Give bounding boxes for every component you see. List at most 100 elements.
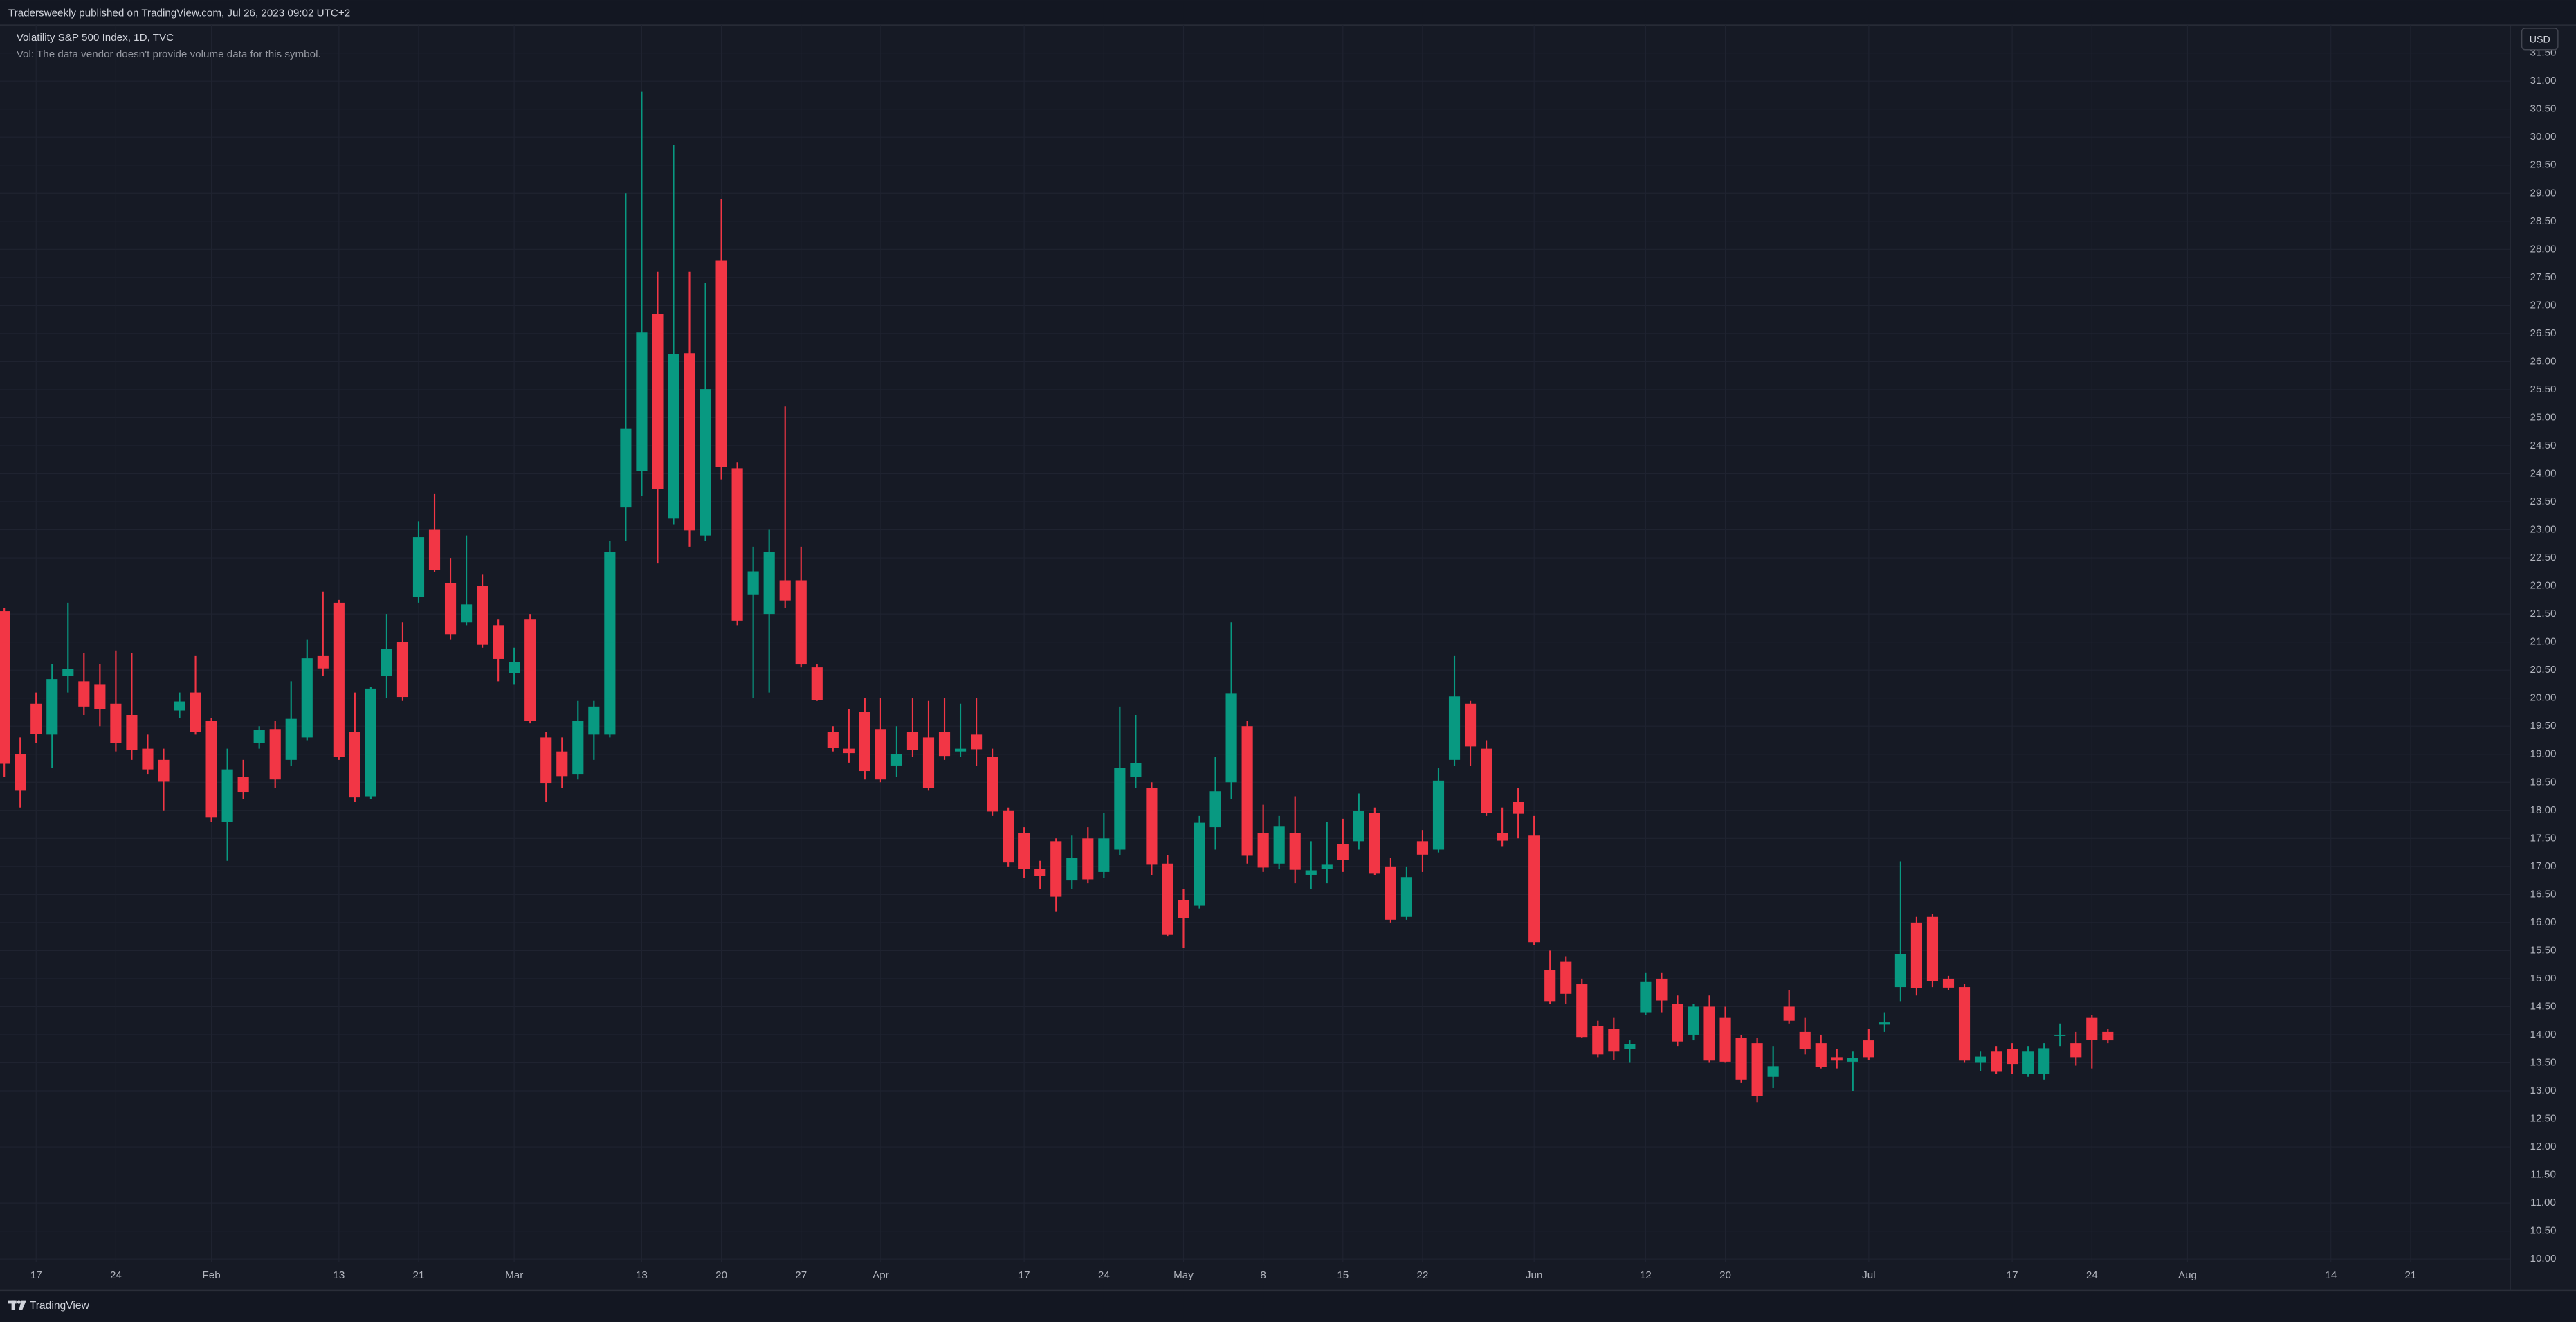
candle-body — [1416, 841, 1429, 855]
candle-body — [333, 602, 345, 757]
y-tick-label: 18.50 — [2530, 776, 2557, 788]
candle-body — [285, 718, 297, 760]
candle-body — [46, 679, 58, 735]
y-tick-label: 31.00 — [2530, 75, 2557, 87]
candle-body — [1688, 1006, 1699, 1035]
y-tick-label: 19.50 — [2530, 720, 2557, 732]
candle-body — [1847, 1058, 1858, 1062]
candle-body — [1066, 858, 1078, 881]
candle-body — [890, 754, 902, 766]
candle-body — [1560, 961, 1572, 994]
candle-body — [1432, 780, 1445, 850]
publisher: Tradersweekly published on TradingView.c… — [8, 8, 350, 19]
candle-body — [1146, 788, 1158, 865]
candle-body — [1672, 1004, 1683, 1042]
candle-body — [2070, 1043, 2082, 1058]
candle-body — [1879, 1022, 1890, 1025]
candle-body — [1114, 768, 1126, 850]
candle-body — [30, 703, 42, 734]
candle-body — [174, 701, 185, 711]
candle-body — [493, 625, 504, 659]
grid — [0, 25, 2511, 1263]
candle-body — [1703, 1006, 1715, 1061]
y-tick-label: 26.00 — [2530, 355, 2557, 367]
x-tick-label: Mar — [505, 1269, 523, 1281]
candle-body — [636, 332, 648, 471]
currency[interactable]: USD — [2530, 34, 2550, 45]
logo-part — [11, 1300, 15, 1310]
candle-body — [1991, 1051, 2002, 1072]
brand-logo — [8, 1300, 26, 1310]
candle-body — [94, 684, 106, 709]
x-tick-label: Feb — [202, 1269, 220, 1281]
candle-body — [540, 737, 552, 784]
candle-body — [381, 649, 392, 676]
x-tick-label: 27 — [795, 1269, 807, 1281]
candle-body — [365, 688, 376, 797]
candle-body — [1448, 696, 1461, 760]
x-tick-label: Apr — [873, 1269, 889, 1281]
candle-body — [62, 669, 74, 676]
candle-body — [253, 730, 265, 743]
y-tick-label: 14.00 — [2530, 1029, 2557, 1040]
y-tick-label: 13.00 — [2530, 1085, 2557, 1096]
x-tick-label: 24 — [1098, 1269, 1110, 1281]
y-tick-label: 18.00 — [2530, 804, 2557, 816]
candle-body — [1831, 1057, 1843, 1061]
candle-body — [1799, 1031, 1811, 1050]
candle-body — [1528, 835, 1540, 943]
candle-body — [1464, 703, 1477, 747]
candle-body — [954, 748, 967, 752]
candle-body — [763, 552, 775, 615]
candle-body — [269, 729, 281, 780]
candle-body — [2102, 1031, 2114, 1041]
candle-body — [827, 732, 839, 748]
x-tick-label: 22 — [1417, 1269, 1429, 1281]
candle-body — [205, 721, 217, 818]
chart-subtitle: Vol: The data vendor doesn't provide vol… — [17, 48, 321, 60]
x-tick-label: 17 — [2007, 1269, 2018, 1281]
axes: 10.00 10.50 11.00 11.50 12.00 12.50 13.00 13.50… — [30, 47, 2557, 1281]
y-tick-label: 24.50 — [2530, 440, 2557, 451]
y-tick-label: 29.50 — [2530, 159, 2557, 171]
candle-body — [795, 580, 807, 665]
candle-body — [1751, 1043, 1763, 1096]
candle-body — [1003, 810, 1014, 863]
y-tick-label: 28.00 — [2530, 243, 2557, 255]
y-tick-label: 20.50 — [2530, 664, 2557, 676]
y-tick-label: 21.00 — [2530, 636, 2557, 648]
y-tick-label: 25.00 — [2530, 411, 2557, 423]
candle-body — [2022, 1051, 2034, 1074]
x-tick-label: 24 — [2086, 1269, 2098, 1281]
candle-body — [1624, 1044, 1636, 1049]
candle-body — [237, 777, 249, 793]
candle-body — [477, 586, 488, 645]
candle-body — [190, 692, 201, 732]
candle-body — [859, 712, 870, 772]
footer-bar — [0, 1290, 2576, 1322]
y-tick-label: 23.00 — [2530, 524, 2557, 536]
y-tick-label: 15.50 — [2530, 944, 2557, 956]
y-tick-label: 21.50 — [2530, 608, 2557, 619]
candle-body — [1337, 844, 1349, 860]
candle-body — [158, 759, 170, 782]
x-tick-label: Aug — [2178, 1269, 2197, 1281]
candle-body — [1194, 822, 1205, 906]
y-tick-label: 22.50 — [2530, 552, 2557, 563]
candle-body — [1321, 864, 1333, 869]
currency-button[interactable] — [2521, 28, 2559, 51]
candle-body — [1783, 1006, 1795, 1021]
candle-body — [317, 655, 329, 669]
logo-part — [19, 1300, 26, 1310]
candle-body — [1656, 978, 1668, 1001]
candle-body — [922, 737, 935, 788]
candle-body — [1513, 802, 1524, 814]
x-tick-label: 20 — [715, 1269, 727, 1281]
candle-body — [1544, 970, 1556, 1002]
candle-body — [1225, 693, 1237, 783]
candle-body — [1767, 1066, 1779, 1077]
candle-body — [15, 754, 26, 791]
x-tick-label: 20 — [1719, 1269, 1731, 1281]
